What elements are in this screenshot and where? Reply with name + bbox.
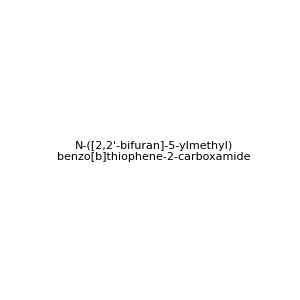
Text: N-([2,2'-bifuran]-5-ylmethyl)
benzo[b]thiophene-2-carboxamide: N-([2,2'-bifuran]-5-ylmethyl) benzo[b]th… <box>57 141 250 162</box>
